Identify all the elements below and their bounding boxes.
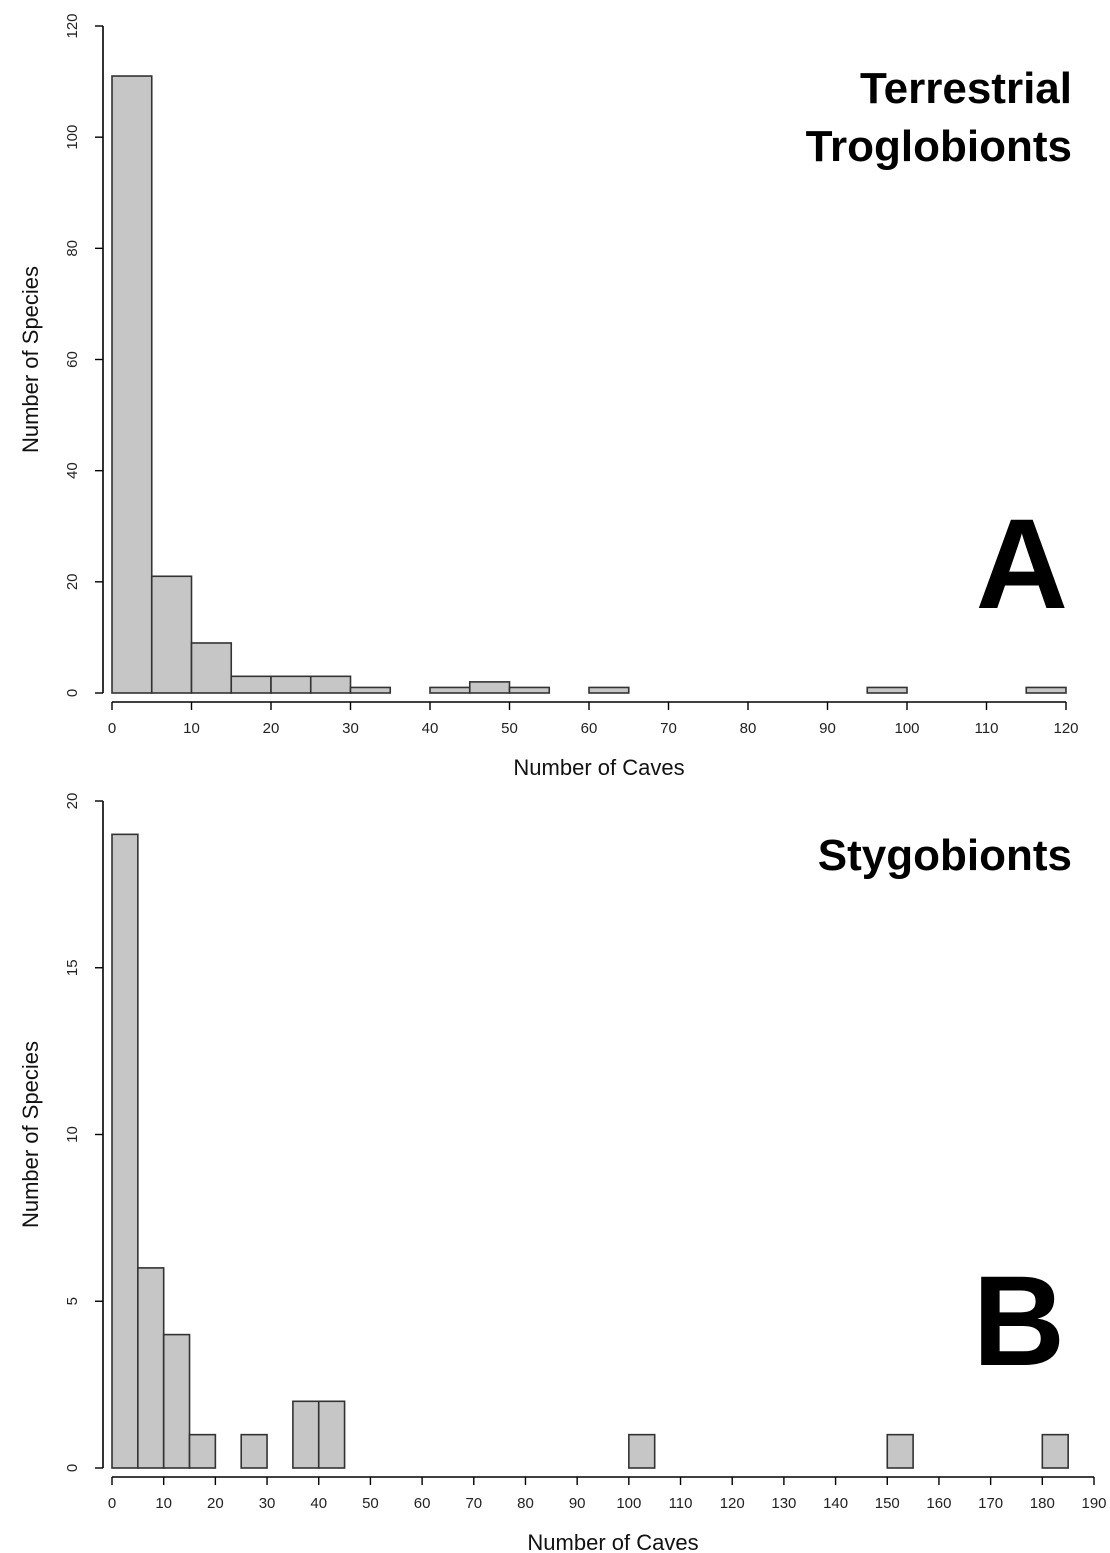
a-x-tick-label-100: 100 (894, 720, 919, 737)
a-y-tick-label-100: 100 (64, 125, 81, 150)
a-y-tick-label-40: 40 (64, 462, 81, 479)
b-x-axis-label: Number of Caves (527, 1530, 698, 1553)
a-x-axis-label: Number of Caves (513, 755, 684, 780)
a-y-tick-label-60: 60 (64, 351, 81, 368)
b-x-tick-label-90: 90 (569, 1495, 586, 1512)
b-x-tick-label-190: 190 (1081, 1495, 1106, 1512)
a-x-tick-label-70: 70 (660, 720, 677, 737)
b-x-tick-label-140: 140 (823, 1495, 848, 1512)
b-panel-letter: B (973, 1250, 1065, 1393)
a-bar-95-100 (866, 686, 908, 694)
a-title-line-1: Terrestrial (860, 64, 1072, 113)
a-bar-20-25 (270, 675, 312, 694)
a-bar-5-10 (150, 575, 193, 694)
b-y-tick-label-20: 20 (64, 793, 81, 810)
b-title-line-1: Stygobionts (818, 831, 1072, 880)
a-x-tick-label-80: 80 (740, 720, 757, 737)
b-bar-10-15 (162, 1333, 191, 1469)
a-x-tick-label-110: 110 (975, 720, 999, 737)
b-x-tick-label-30: 30 (259, 1495, 276, 1512)
b-x-tick-label-60: 60 (414, 1495, 431, 1512)
a-panel-letter: A (976, 493, 1068, 636)
a-x-tick-label-20: 20 (263, 720, 280, 737)
b-x-tick-label-10: 10 (155, 1495, 172, 1512)
b-bar-40-45 (317, 1400, 346, 1469)
b-y-tick-label-0: 0 (64, 1464, 81, 1472)
a-bar-10-15 (190, 642, 233, 694)
a-bar-15-20 (230, 675, 272, 694)
b-bar-150-155 (886, 1433, 914, 1469)
b-x-tick-label-50: 50 (362, 1495, 379, 1512)
a-bar-45-50 (468, 681, 511, 694)
a-y-tick-label-20: 20 (64, 573, 81, 590)
b-bar-35-40 (292, 1400, 320, 1469)
a-bar-60-65 (588, 686, 630, 694)
a-x-tick-label-90: 90 (819, 720, 836, 737)
b-x-tick-label-110: 110 (669, 1495, 693, 1512)
b-x-tick-label-70: 70 (465, 1495, 482, 1512)
b-x-tick-label-160: 160 (926, 1495, 951, 1512)
b-x-tick-label-130: 130 (771, 1495, 796, 1512)
a-y-tick-label-120: 120 (64, 13, 81, 38)
b-x-tick-label-80: 80 (517, 1495, 534, 1512)
b-x-tick-label-0: 0 (108, 1495, 116, 1512)
b-x-tick-label-180: 180 (1030, 1495, 1055, 1512)
a-x-tick-label-50: 50 (501, 720, 518, 737)
b-bar-0-5 (111, 833, 139, 1469)
a-y-tick-label-0: 0 (64, 689, 81, 697)
a-x-tick-label-60: 60 (581, 720, 598, 737)
b-y-tick-label-15: 15 (64, 959, 81, 976)
b-bar-180-185 (1041, 1433, 1069, 1469)
a-bar-115-120 (1025, 686, 1067, 694)
a-y-axis-label: Number of Species (18, 266, 43, 453)
b-x-tick-label-20: 20 (207, 1495, 224, 1512)
a-x-tick-label-40: 40 (422, 720, 439, 737)
b-x-tick-label-120: 120 (720, 1495, 745, 1512)
a-x-tick-label-0: 0 (108, 720, 116, 737)
a-x-tick-label-120: 120 (1053, 720, 1078, 737)
a-x-tick-label-30: 30 (342, 720, 359, 737)
b-x-tick-label-170: 170 (978, 1495, 1003, 1512)
a-title-line-2: Troglobionts (806, 122, 1072, 171)
a-bar-25-30 (309, 675, 352, 694)
b-x-tick-label-100: 100 (616, 1495, 641, 1512)
a-bar-40-45 (429, 686, 471, 694)
a-bar-0-5 (111, 75, 153, 694)
b-bar-5-10 (137, 1267, 165, 1469)
b-y-tick-label-5: 5 (64, 1297, 81, 1305)
a-y-tick-label-80: 80 (64, 240, 81, 257)
b-x-tick-label-150: 150 (875, 1495, 900, 1512)
b-y-axis-label: Number of Species (18, 1041, 43, 1228)
a-bar-30-35 (349, 686, 392, 694)
a-bar-50-55 (508, 686, 551, 694)
b-x-tick-label-40: 40 (310, 1495, 327, 1512)
b-bar-25-30 (240, 1433, 268, 1469)
b-bar-100-105 (628, 1433, 656, 1469)
b-y-tick-label-10: 10 (64, 1126, 81, 1143)
panel-a-histogram: 0 10 20 30 40 50 60 70 80 90 100 110 120 0 20 40 60 80 100… (18, 13, 1079, 780)
a-x-tick-label-10: 10 (183, 720, 200, 737)
b-bar-15-20 (188, 1433, 217, 1469)
panel-b-histogram: 0 10 20 30 40 50 60 70 80 90 100 110 120 130 140 150 160… (18, 793, 1107, 1553)
